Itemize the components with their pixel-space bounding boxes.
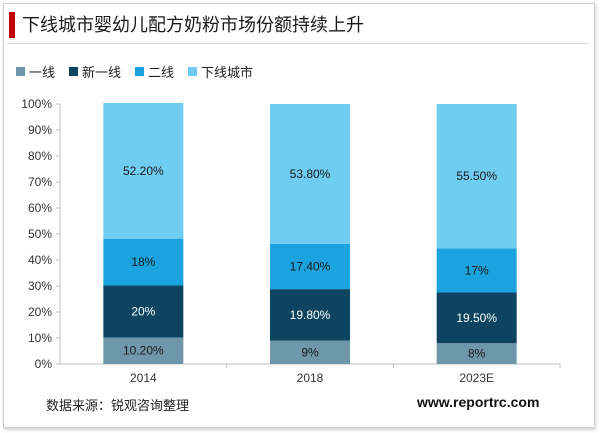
legend-item-2: 二线 [135,62,174,81]
legend-swatch-1 [69,67,79,76]
title-accent-bar [9,12,15,38]
chart-legend: 一线 新一线 二线 下线城市 [16,62,267,81]
bar-2014-一线 [103,337,184,364]
y-tick-label-1: 10% [28,331,52,345]
bar-label-2023E-新一线: 19.50% [456,311,497,325]
y-tick-label-9: 90% [28,123,52,137]
y-tick-label-8: 80% [28,149,52,163]
bar-2018-新一线 [270,289,350,341]
legend-label-3: 下线城市 [201,66,254,81]
x-tick-label-2: 2023E [459,371,494,385]
bar-label-2018-下线城市: 53.80% [290,167,331,181]
y-tick-label-6: 60% [28,201,52,215]
bar-2018-一线 [270,340,350,364]
bar-2023E-一线 [436,343,517,364]
chart-title: 下线城市婴幼儿配方奶粉市场份额持续上升 [22,15,364,36]
legend-label-2: 二线 [148,66,175,81]
y-tick-label-2: 20% [28,305,52,319]
bar-label-2018-新一线: 19.80% [290,308,331,322]
site-watermark: www.reportrc.com [417,394,540,410]
data-source-note: 数据来源：锐观咨询整理 [46,399,190,414]
legend-swatch-3 [188,67,198,76]
bar-label-2018-一线: 9% [301,345,319,359]
y-tick-label-10: 100% [21,97,52,111]
y-tick-label-0: 0% [35,357,53,371]
y-tick-label-5: 50% [28,227,52,241]
legend-label-0: 一线 [29,66,56,81]
legend-label-1: 新一线 [82,66,122,81]
x-tick-label-0: 2014 [130,371,157,385]
y-tick-label-3: 30% [28,279,52,293]
y-tick-label-7: 70% [28,175,52,189]
bar-2014-新一线 [103,285,184,338]
bar-label-2018-二线: 17.40% [290,260,331,274]
bar-label-2014-新一线: 20% [131,304,155,318]
bar-label-2023E-下线城市: 55.50% [456,169,497,183]
legend-swatch-0 [16,67,25,76]
bar-2018-下线城市 [270,104,350,244]
y-tick-label-4: 40% [28,253,52,267]
legend-item-1: 新一线 [69,62,121,81]
legend-swatch-2 [135,67,145,76]
bar-label-2023E-一线: 8% [468,347,486,361]
bar-2014-二线 [103,238,184,286]
bar-2014-下线城市 [103,102,184,239]
bar-label-2014-下线城市: 52.20% [123,164,164,178]
bar-label-2014-二线: 18% [131,255,155,269]
bar-label-2014-一线: 10.20% [123,344,164,358]
bar-label-2023E-二线: 17% [465,263,489,277]
bar-2023E-下线城市 [436,104,517,249]
legend-item-3: 下线城市 [188,62,253,81]
chart-frame [3,3,595,428]
bar-2023E-新一线 [436,292,517,344]
legend-item-0: 一线 [16,62,55,81]
bar-2023E-二线 [436,248,517,293]
x-tick-label-1: 2018 [297,371,324,385]
title-divider [7,43,589,44]
bar-2018-二线 [270,243,350,290]
